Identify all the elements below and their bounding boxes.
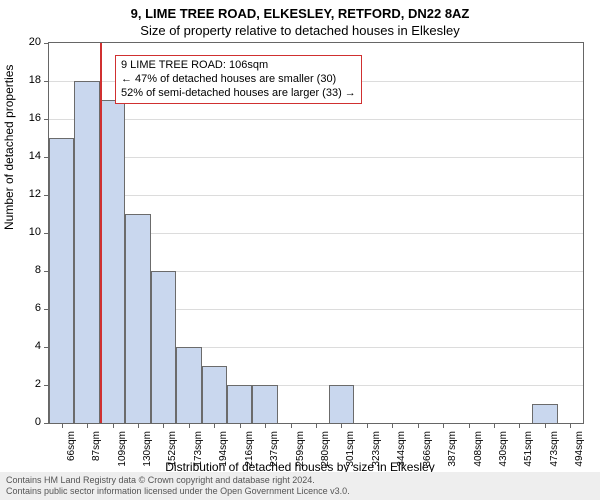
xtick [519, 423, 520, 428]
xtick [367, 423, 368, 428]
ytick-label: 8 [17, 264, 41, 276]
histogram-bar [329, 385, 354, 423]
footer-line2: Contains public sector information licen… [6, 486, 594, 497]
xtick [163, 423, 164, 428]
xtick [189, 423, 190, 428]
annotation-line: 52% of semi-detached houses are larger (… [121, 87, 356, 101]
histogram-bar [100, 100, 125, 423]
histogram-bar [227, 385, 252, 423]
ytick-label: 2 [17, 378, 41, 390]
gridline [49, 157, 583, 158]
annotation-line: 9 LIME TREE ROAD: 106sqm [121, 59, 356, 73]
xtick [494, 423, 495, 428]
histogram-bar [252, 385, 277, 423]
xtick [291, 423, 292, 428]
gridline [49, 195, 583, 196]
histogram-bar [49, 138, 74, 423]
histogram-bar [151, 271, 176, 423]
footer: Contains HM Land Registry data © Crown c… [0, 472, 600, 500]
histogram-bar [202, 366, 227, 423]
xtick [418, 423, 419, 428]
histogram-bar [532, 404, 557, 423]
y-axis-label: Number of detached properties [2, 65, 16, 230]
histogram-bar [74, 81, 99, 423]
ytick-label: 6 [17, 302, 41, 314]
histogram-bar [125, 214, 150, 423]
xtick [87, 423, 88, 428]
gridline [49, 119, 583, 120]
xtick [443, 423, 444, 428]
xtick [316, 423, 317, 428]
chart-container: 9, LIME TREE ROAD, ELKESLEY, RETFORD, DN… [0, 0, 600, 500]
xtick [240, 423, 241, 428]
xtick [392, 423, 393, 428]
ytick-label: 16 [17, 112, 41, 124]
ytick [44, 119, 49, 120]
xtick [265, 423, 266, 428]
xtick [341, 423, 342, 428]
footer-line1: Contains HM Land Registry data © Crown c… [6, 475, 594, 486]
plot-area: 0246810121416182066sqm87sqm109sqm130sqm1… [48, 42, 582, 422]
ytick-label: 0 [17, 416, 41, 428]
ytick [44, 81, 49, 82]
xtick [138, 423, 139, 428]
xtick [570, 423, 571, 428]
ytick [44, 43, 49, 44]
xtick [113, 423, 114, 428]
annotation-line: ← 47% of detached houses are smaller (30… [121, 73, 356, 87]
ytick [44, 423, 49, 424]
xtick [214, 423, 215, 428]
page-subtitle: Size of property relative to detached ho… [0, 21, 600, 38]
ytick-label: 10 [17, 226, 41, 238]
xtick [62, 423, 63, 428]
ytick-label: 20 [17, 36, 41, 48]
xtick [469, 423, 470, 428]
highlight-line [100, 43, 102, 423]
plot-rect: 0246810121416182066sqm87sqm109sqm130sqm1… [48, 42, 584, 424]
page-title: 9, LIME TREE ROAD, ELKESLEY, RETFORD, DN… [0, 0, 600, 21]
ytick-label: 4 [17, 340, 41, 352]
xtick [545, 423, 546, 428]
histogram-bar [176, 347, 201, 423]
ytick-label: 14 [17, 150, 41, 162]
ytick-label: 18 [17, 74, 41, 86]
annotation-box: 9 LIME TREE ROAD: 106sqm← 47% of detache… [115, 55, 362, 104]
ytick-label: 12 [17, 188, 41, 200]
